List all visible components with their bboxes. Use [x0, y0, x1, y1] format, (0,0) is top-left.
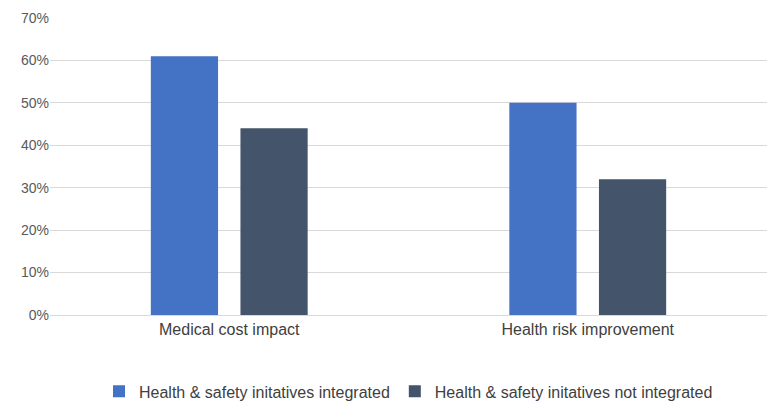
svg-text:0%: 0%: [29, 307, 49, 323]
svg-text:Health & safety initatives int: Health & safety initatives integrated: [139, 384, 390, 401]
svg-text:30%: 30%: [21, 180, 49, 196]
svg-text:40%: 40%: [21, 137, 49, 153]
svg-text:Medical cost impact: Medical cost impact: [159, 321, 300, 338]
svg-text:70%: 70%: [21, 10, 49, 26]
svg-text:60%: 60%: [21, 52, 49, 68]
svg-text:50%: 50%: [21, 95, 49, 111]
svg-text:20%: 20%: [21, 222, 49, 238]
svg-text:10%: 10%: [21, 264, 49, 280]
svg-text:Health risk improvement: Health risk improvement: [502, 321, 675, 338]
svg-text:Health & safety initatives not: Health & safety initatives not integrate…: [435, 384, 713, 401]
